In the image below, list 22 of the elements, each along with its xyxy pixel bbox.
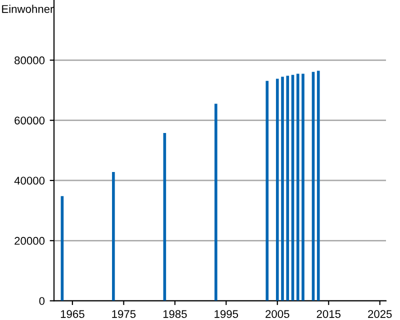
x-tick-label: 1975 <box>112 310 136 318</box>
y-tick-label: 40000 <box>14 176 45 185</box>
bar <box>281 76 284 301</box>
y-tick-label: 0 <box>39 297 45 305</box>
x-tick-label: 2025 <box>368 310 392 318</box>
y-axis-title: Einwohner <box>2 4 54 13</box>
bar <box>286 76 290 301</box>
y-tick-label: 20000 <box>14 236 45 245</box>
y-tick-label: 60000 <box>14 116 45 124</box>
bar <box>316 70 320 301</box>
x-tick-label: 1995 <box>214 310 238 318</box>
y-tick-label: 80000 <box>14 56 45 64</box>
bar <box>276 78 279 301</box>
bar <box>296 74 300 301</box>
bar <box>112 172 115 301</box>
x-tick-label: 2005 <box>266 310 290 318</box>
x-tick-label: 1985 <box>163 310 187 318</box>
x-tick-label: 2015 <box>316 310 341 318</box>
bar <box>302 74 304 301</box>
x-tick-label: 1965 <box>60 310 84 318</box>
bar <box>214 104 218 301</box>
bar <box>266 80 269 301</box>
